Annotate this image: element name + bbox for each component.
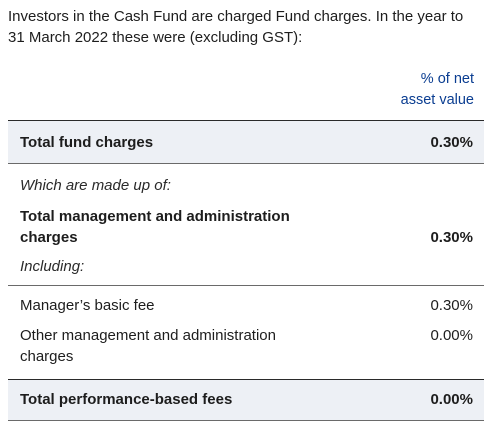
total-mgmt-admin-label-line2: charges <box>20 229 78 246</box>
other-mgmt-value: 0.00% <box>430 327 473 344</box>
other-mgmt-label-line2: charges <box>20 348 74 365</box>
total-performance-value: 0.00% <box>430 391 473 408</box>
total-fund-charges-row: Total fund charges 0.30% <box>8 121 484 163</box>
total-fund-charges-label: Total fund charges <box>20 134 154 151</box>
made-up-of-label: Which are made up of: <box>20 177 171 194</box>
other-mgmt-label-line1: Other management and administration <box>20 327 276 344</box>
total-mgmt-admin-value: 0.30% <box>430 229 473 246</box>
breakdown-group: Which are made up of: Total management a… <box>8 164 484 285</box>
divider <box>8 285 484 286</box>
total-performance-label: Total performance-based fees <box>20 391 233 408</box>
total-mgmt-admin-label-line1: Total management and administration <box>20 208 290 225</box>
total-fund-charges-value: 0.30% <box>430 134 473 151</box>
total-performance-row: Total performance-based fees 0.00% <box>8 380 484 420</box>
column-header-line1: % of net <box>420 71 474 87</box>
column-header-line2: asset value <box>400 92 474 108</box>
intro-paragraph: Investors in the Cash Fund are charged F… <box>8 8 464 46</box>
divider <box>8 379 484 380</box>
table-top-rule <box>8 120 484 121</box>
divider <box>8 163 484 164</box>
managers-fee-label: Manager’s basic fee <box>20 297 155 314</box>
managers-fee-value: 0.30% <box>430 297 473 314</box>
including-label: Including: <box>20 258 85 275</box>
fund-charges-table: Total fund charges 0.30% Which are made … <box>8 120 484 421</box>
fee-detail-group: Manager’s basic fee 0.30% Other manageme… <box>8 286 484 379</box>
table-bottom-rule <box>8 420 484 421</box>
column-header: % of net asset value <box>314 69 474 111</box>
